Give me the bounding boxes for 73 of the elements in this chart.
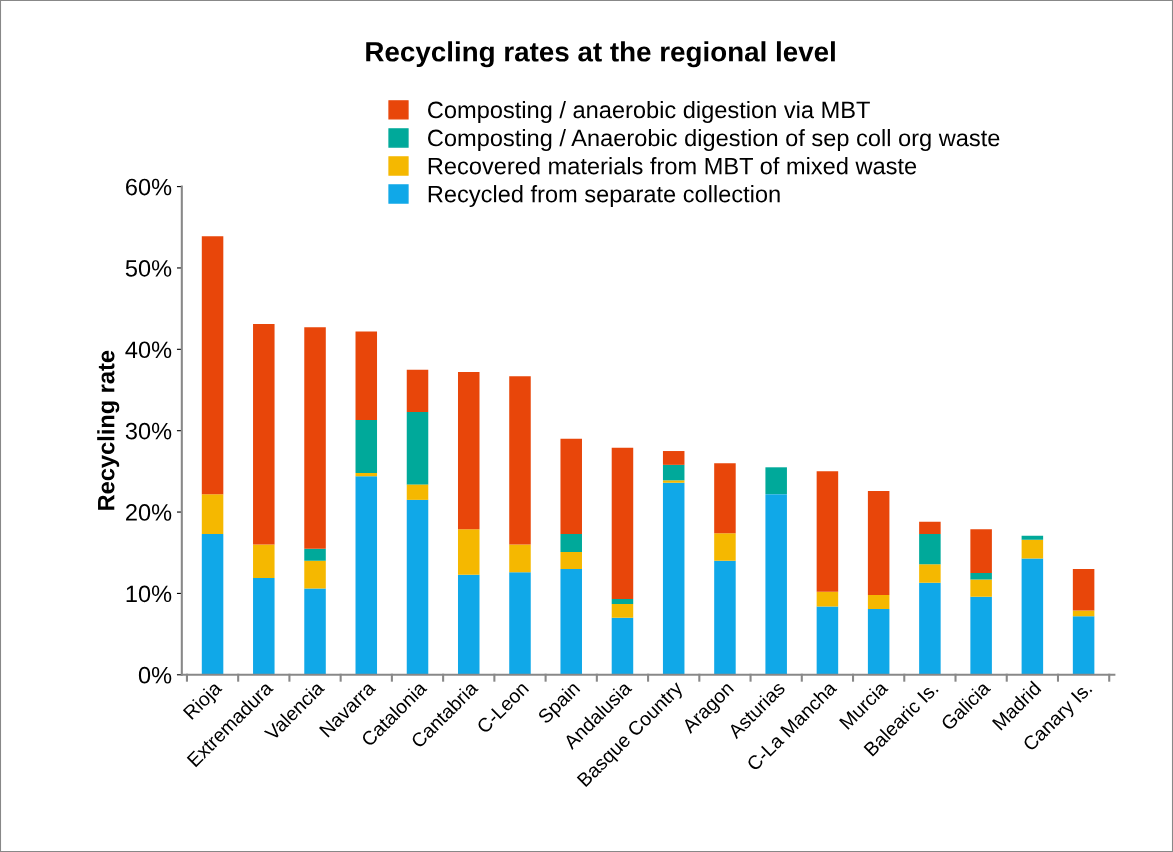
bar [970, 596, 992, 675]
y-tick-label: 60% [126, 178, 172, 196]
bar [457, 574, 480, 675]
legend-label: Recycled from separate collection [428, 185, 780, 208]
bar [406, 499, 429, 675]
bar [560, 534, 582, 552]
bar [1072, 616, 1095, 675]
bar [1021, 558, 1044, 675]
bar [714, 533, 736, 561]
bar [662, 464, 685, 481]
bar [406, 484, 429, 500]
bar [714, 463, 736, 534]
bar [970, 573, 992, 580]
bar [304, 548, 326, 561]
bar [1021, 539, 1044, 559]
bar [867, 490, 890, 596]
bar [867, 608, 890, 675]
y-tick-label: 40% [125, 341, 172, 359]
bar [509, 572, 531, 675]
bar [611, 617, 634, 675]
bar [304, 588, 326, 675]
bar [509, 544, 531, 573]
bar [765, 494, 787, 675]
bar [201, 534, 224, 675]
bar [253, 544, 275, 578]
y-axis-title: Recycling rate [97, 350, 120, 510]
bar [253, 577, 275, 675]
bar [304, 560, 326, 589]
bar [406, 369, 429, 412]
bar [919, 564, 941, 583]
bar [919, 521, 941, 535]
legend-label: Composting / anaerobic digestion via MBT [428, 100, 870, 123]
bar [611, 447, 634, 600]
y-tick-label: 0% [138, 666, 172, 684]
bar [1021, 535, 1044, 540]
bar [560, 569, 582, 675]
bar [355, 476, 378, 675]
bar [560, 438, 582, 535]
bar [1072, 569, 1095, 611]
bar [867, 595, 890, 609]
bar [560, 551, 582, 570]
legend-label: Composting / Anaerobic digestion of sep coll org waste [428, 129, 1000, 152]
bar [816, 591, 839, 607]
bar [201, 494, 224, 535]
bar [253, 324, 275, 545]
bar [611, 604, 634, 618]
bar [919, 582, 941, 675]
bar [970, 579, 992, 597]
bar [662, 482, 685, 675]
bar [355, 331, 378, 421]
bar [662, 480, 685, 483]
y-tick-label: 20% [126, 504, 172, 521]
y-tick-label: 50% [125, 260, 172, 277]
chart-title: Recycling rates at the regional level [366, 41, 835, 68]
bar [201, 236, 224, 495]
bar [457, 529, 480, 575]
bar [304, 327, 326, 549]
bar [765, 467, 787, 495]
bar [355, 473, 378, 477]
bar [509, 376, 531, 545]
bar [816, 606, 839, 675]
bar [919, 534, 941, 565]
bar [970, 529, 992, 574]
legend-label: Recovered materials from MBT of mixed waste [428, 157, 917, 175]
y-tick-label: 10% [126, 585, 172, 603]
bar [457, 372, 480, 530]
bar [355, 420, 378, 473]
bar [611, 599, 634, 604]
bar [406, 411, 429, 485]
bar [714, 560, 736, 675]
bar [816, 471, 839, 592]
bar [662, 451, 685, 465]
y-tick-label: 30% [125, 422, 172, 440]
